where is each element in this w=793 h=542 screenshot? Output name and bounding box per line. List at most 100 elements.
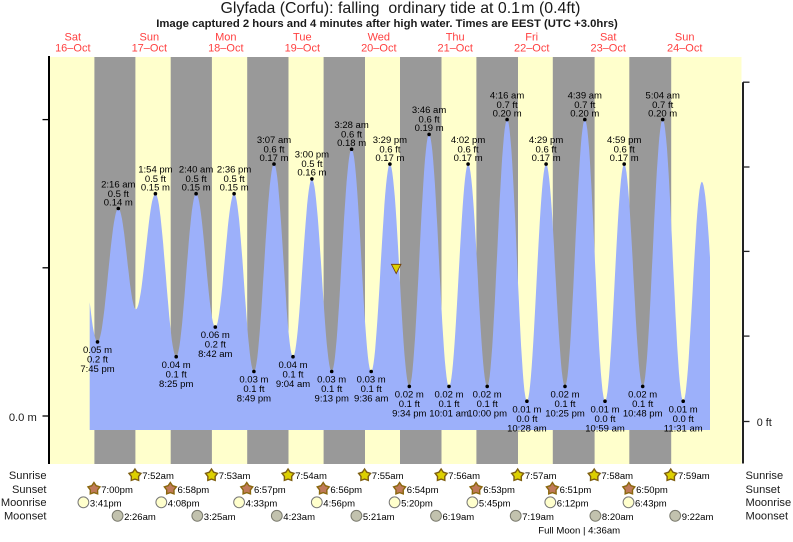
svg-text:8:20am: 8:20am (602, 512, 634, 523)
svg-text:0.03 m: 0.03 m (357, 375, 386, 386)
svg-text:Fri: Fri (525, 31, 538, 43)
svg-text:7:53am: 7:53am (219, 471, 251, 482)
svg-text:0.7 ft: 0.7 ft (497, 100, 518, 111)
svg-text:6:51pm: 6:51pm (560, 485, 592, 496)
svg-text:0.1 ft: 0.1 ft (399, 399, 420, 410)
svg-text:7:56am: 7:56am (448, 471, 480, 482)
svg-text:5:04 am: 5:04 am (646, 90, 680, 101)
svg-text:18–Oct: 18–Oct (208, 43, 243, 55)
svg-text:0.02 m: 0.02 m (628, 390, 657, 401)
svg-text:0.1 ft: 0.1 ft (243, 384, 264, 395)
svg-text:2:36 pm: 2:36 pm (217, 165, 251, 176)
svg-text:0.2 ft: 0.2 ft (205, 340, 226, 351)
svg-text:7:52am: 7:52am (142, 471, 174, 482)
svg-text:0.05 m: 0.05 m (83, 345, 112, 356)
svg-text:0.06 m: 0.06 m (201, 330, 230, 341)
svg-text:0.04 m: 0.04 m (278, 360, 307, 371)
svg-text:0.1 ft: 0.1 ft (282, 369, 303, 380)
svg-text:3:28 am: 3:28 am (334, 120, 368, 131)
svg-text:11:31 am: 11:31 am (664, 423, 703, 434)
svg-text:0.15 m: 0.15 m (141, 183, 170, 194)
svg-text:4:02 pm: 4:02 pm (451, 135, 485, 146)
svg-text:Sat: Sat (600, 31, 617, 43)
svg-text:0.1 ft: 0.1 ft (477, 399, 498, 410)
svg-text:10:48 pm: 10:48 pm (623, 409, 663, 420)
svg-text:0.7 ft: 0.7 ft (652, 100, 673, 111)
svg-text:3:29 pm: 3:29 pm (373, 135, 407, 146)
svg-text:0.19 m: 0.19 m (415, 123, 444, 134)
svg-text:7:54am: 7:54am (295, 471, 327, 482)
svg-text:Sun: Sun (140, 31, 160, 43)
svg-text:0.0 ft: 0.0 ft (673, 414, 694, 425)
svg-text:6:50pm: 6:50pm (636, 485, 668, 496)
svg-text:0.17 m: 0.17 m (454, 153, 483, 164)
svg-text:0.01 m: 0.01 m (512, 404, 541, 415)
svg-text:0.1 ft: 0.1 ft (554, 399, 575, 410)
svg-text:0.1 ft: 0.1 ft (438, 399, 459, 410)
svg-text:16–Oct: 16–Oct (55, 43, 90, 55)
svg-text:7:55am: 7:55am (372, 471, 404, 482)
svg-text:6:58pm: 6:58pm (178, 485, 210, 496)
svg-text:2:16 am: 2:16 am (101, 179, 135, 190)
svg-text:4:16 am: 4:16 am (490, 90, 524, 101)
svg-text:0.5 ft: 0.5 ft (224, 174, 245, 185)
svg-text:Sat: Sat (65, 31, 82, 43)
svg-text:0.2 ft: 0.2 ft (87, 355, 108, 366)
svg-text:0.01 m: 0.01 m (669, 404, 698, 415)
svg-text:10:59 am: 10:59 am (585, 423, 625, 434)
svg-text:0.20 m: 0.20 m (570, 108, 599, 119)
svg-text:7:19am: 7:19am (522, 512, 554, 523)
svg-text:0.1 ft: 0.1 ft (361, 384, 382, 395)
svg-text:8:42 am: 8:42 am (198, 349, 232, 360)
svg-text:0.02 m: 0.02 m (395, 390, 424, 401)
svg-text:0 ft: 0 ft (757, 417, 772, 429)
svg-text:10:01 am: 10:01 am (429, 409, 469, 420)
svg-text:0.5 ft: 0.5 ft (108, 189, 129, 200)
svg-text:0.15 m: 0.15 m (182, 183, 211, 194)
svg-text:0.20 m: 0.20 m (493, 108, 522, 119)
svg-text:0.14 m: 0.14 m (104, 197, 133, 208)
svg-text:24–Oct: 24–Oct (667, 43, 702, 55)
svg-text:2:26am: 2:26am (124, 512, 156, 523)
svg-text:Moonset: Moonset (4, 510, 47, 522)
svg-text:6:56pm: 6:56pm (330, 485, 362, 496)
svg-text:0.03 m: 0.03 m (317, 375, 346, 386)
svg-text:0.1 ft: 0.1 ft (166, 369, 187, 380)
svg-text:7:00pm: 7:00pm (101, 485, 133, 496)
svg-text:3:46 am: 3:46 am (412, 105, 446, 116)
svg-text:0.20 m: 0.20 m (648, 108, 677, 119)
svg-text:8:49 pm: 8:49 pm (237, 394, 271, 405)
svg-text:0.7 ft: 0.7 ft (574, 100, 595, 111)
svg-text:0.6 ft: 0.6 ft (458, 144, 479, 155)
svg-text:5:45pm: 5:45pm (479, 498, 511, 509)
svg-text:4:39 am: 4:39 am (568, 90, 602, 101)
svg-text:0.0 ft: 0.0 ft (594, 414, 615, 425)
svg-text:3:00 pm: 3:00 pm (295, 150, 329, 161)
svg-text:0.6 ft: 0.6 ft (341, 130, 362, 141)
svg-text:19–Oct: 19–Oct (285, 43, 320, 55)
svg-text:4:59 pm: 4:59 pm (607, 135, 641, 146)
svg-text:23–Oct: 23–Oct (590, 43, 625, 55)
svg-text:5:20pm: 5:20pm (401, 498, 433, 509)
svg-text:0.5 ft: 0.5 ft (301, 159, 322, 170)
svg-text:6:12pm: 6:12pm (557, 498, 589, 509)
svg-text:6:43pm: 6:43pm (635, 498, 667, 509)
svg-text:0.0 m: 0.0 m (9, 412, 37, 424)
svg-text:5:21am: 5:21am (363, 512, 395, 523)
svg-text:0.03 m: 0.03 m (239, 375, 268, 386)
svg-text:6:54pm: 6:54pm (407, 485, 439, 496)
svg-text:7:58am: 7:58am (601, 471, 633, 482)
svg-text:0.6 ft: 0.6 ft (263, 144, 284, 155)
svg-text:4:56pm: 4:56pm (323, 498, 355, 509)
svg-text:6:19am: 6:19am (443, 512, 475, 523)
svg-text:Image captured 2 hours and 4 m: Image captured 2 hours and 4 minutes aft… (156, 18, 618, 30)
svg-text:0.0 ft: 0.0 ft (516, 414, 537, 425)
svg-text:0.17 m: 0.17 m (532, 153, 561, 164)
svg-text:7:57am: 7:57am (525, 471, 557, 482)
svg-text:6:57pm: 6:57pm (254, 485, 286, 496)
svg-text:9:34 pm: 9:34 pm (392, 409, 426, 420)
svg-text:10:25 pm: 10:25 pm (545, 409, 585, 420)
svg-text:3:25am: 3:25am (204, 512, 236, 523)
svg-text:0.17 m: 0.17 m (375, 153, 404, 164)
svg-text:0.5 ft: 0.5 ft (186, 174, 207, 185)
